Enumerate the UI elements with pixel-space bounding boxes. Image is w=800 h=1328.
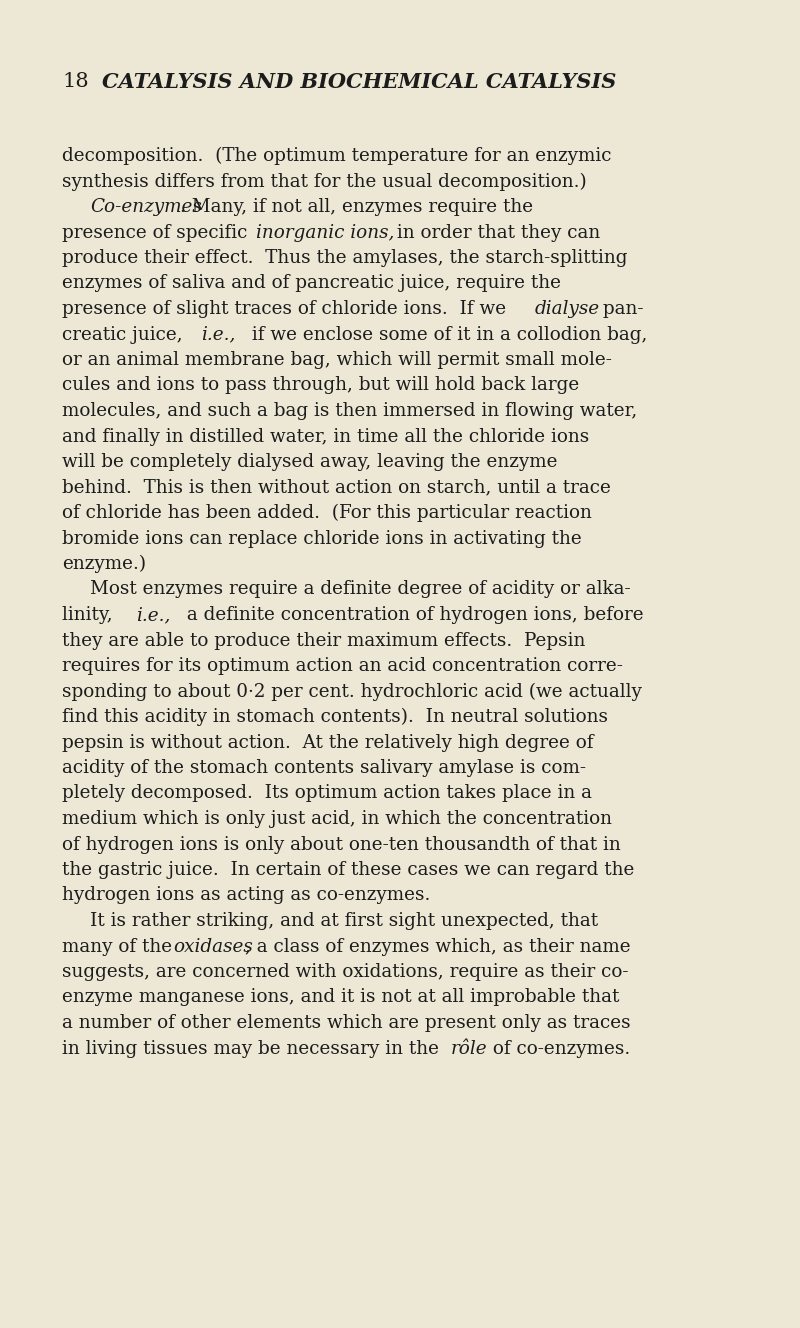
Text: bromide ions can replace chloride ions in activating the: bromide ions can replace chloride ions i… [62, 530, 582, 547]
Text: sponding to about 0·2 per cent. hydrochloric acid (we actually: sponding to about 0·2 per cent. hydrochl… [62, 683, 642, 701]
Text: linity,: linity, [62, 606, 118, 624]
Text: behind.  This is then without action on starch, until a trace: behind. This is then without action on s… [62, 478, 611, 497]
Text: creatic juice,: creatic juice, [62, 325, 189, 344]
Text: rôle: rôle [451, 1040, 487, 1057]
Text: they are able to produce their maximum effects.  Pepsin: they are able to produce their maximum e… [62, 632, 586, 649]
Text: decomposition.  (The optimum temperature for an enzymic: decomposition. (The optimum temperature … [62, 147, 611, 165]
Text: find this acidity in stomach contents).  In neutral solutions: find this acidity in stomach contents). … [62, 708, 608, 726]
Text: in order that they can: in order that they can [391, 223, 601, 242]
Text: in living tissues may be necessary in the: in living tissues may be necessary in th… [62, 1040, 445, 1057]
Text: pepsin is without action.  At the relatively high degree of: pepsin is without action. At the relativ… [62, 733, 594, 752]
Text: enzyme.): enzyme.) [62, 555, 146, 574]
Text: a definite concentration of hydrogen ions, before: a definite concentration of hydrogen ion… [181, 606, 644, 624]
Text: oxidases: oxidases [173, 938, 253, 956]
Text: pan-: pan- [597, 300, 643, 317]
Text: enzyme manganese ions, and it is not at all improbable that: enzyme manganese ions, and it is not at … [62, 988, 619, 1007]
Text: or an animal membrane bag, which will permit small mole-: or an animal membrane bag, which will pe… [62, 351, 612, 369]
Text: pletely decomposed.  Its optimum action takes place in a: pletely decomposed. Its optimum action t… [62, 785, 592, 802]
Text: if we enclose some of it in a collodion bag,: if we enclose some of it in a collodion … [246, 325, 647, 344]
Text: i.e.,: i.e., [201, 325, 235, 344]
Text: Co-enzymes: Co-enzymes [90, 198, 202, 216]
Text: . Many, if not all, enzymes require the: . Many, if not all, enzymes require the [180, 198, 533, 216]
Text: medium which is only just acid, in which the concentration: medium which is only just acid, in which… [62, 810, 612, 827]
Text: the gastric juice.  In certain of these cases we can regard the: the gastric juice. In certain of these c… [62, 861, 634, 879]
Text: presence of slight traces of chloride ions.  If we: presence of slight traces of chloride io… [62, 300, 512, 317]
Text: i.e.,: i.e., [136, 606, 170, 624]
Text: many of the: many of the [62, 938, 178, 956]
Text: will be completely dialysed away, leaving the enzyme: will be completely dialysed away, leavin… [62, 453, 558, 471]
Text: Most enzymes require a definite degree of acidity or alka-: Most enzymes require a definite degree o… [90, 580, 630, 599]
Text: acidity of the stomach contents salivary amylase is com-: acidity of the stomach contents salivary… [62, 760, 586, 777]
Text: suggests, are concerned with oxidations, require as their co-: suggests, are concerned with oxidations,… [62, 963, 629, 981]
Text: cules and ions to pass through, but will hold back large: cules and ions to pass through, but will… [62, 377, 579, 394]
Text: and finally in distilled water, in time all the chloride ions: and finally in distilled water, in time … [62, 428, 590, 445]
Text: It is rather striking, and at first sight unexpected, that: It is rather striking, and at first sigh… [90, 912, 598, 930]
Text: enzymes of saliva and of pancreatic juice, require the: enzymes of saliva and of pancreatic juic… [62, 275, 561, 292]
Text: , a class of enzymes which, as their name: , a class of enzymes which, as their nam… [245, 938, 630, 956]
Text: of chloride has been added.  (For this particular reaction: of chloride has been added. (For this pa… [62, 505, 592, 522]
Text: dialyse: dialyse [534, 300, 599, 317]
Text: synthesis differs from that for the usual decomposition.): synthesis differs from that for the usua… [62, 173, 586, 191]
Text: a number of other elements which are present only as traces: a number of other elements which are pre… [62, 1015, 630, 1032]
Text: requires for its optimum action an acid concentration corre-: requires for its optimum action an acid … [62, 657, 623, 675]
Text: inorganic ions,: inorganic ions, [257, 223, 395, 242]
Text: of hydrogen ions is only about one-ten thousandth of that in: of hydrogen ions is only about one-ten t… [62, 835, 621, 854]
Text: molecules, and such a bag is then immersed in flowing water,: molecules, and such a bag is then immers… [62, 402, 638, 420]
Text: of co-enzymes.: of co-enzymes. [486, 1040, 630, 1057]
Text: CATALYSIS AND BIOCHEMICAL CATALYSIS: CATALYSIS AND BIOCHEMICAL CATALYSIS [102, 72, 616, 92]
Text: 18: 18 [62, 72, 89, 92]
Text: presence of specific: presence of specific [62, 223, 254, 242]
Text: hydrogen ions as acting as co-enzymes.: hydrogen ions as acting as co-enzymes. [62, 887, 430, 904]
Text: produce their effect.  Thus the amylases, the starch-splitting: produce their effect. Thus the amylases,… [62, 250, 627, 267]
